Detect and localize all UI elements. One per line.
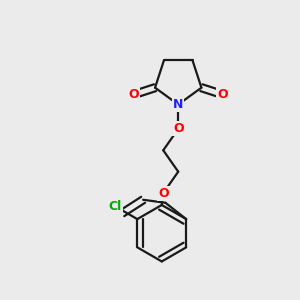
Text: O: O: [217, 88, 228, 101]
Text: O: O: [173, 122, 184, 135]
Text: N: N: [173, 98, 183, 111]
Text: O: O: [128, 88, 139, 101]
Text: Cl: Cl: [109, 200, 122, 213]
Text: O: O: [158, 187, 169, 200]
